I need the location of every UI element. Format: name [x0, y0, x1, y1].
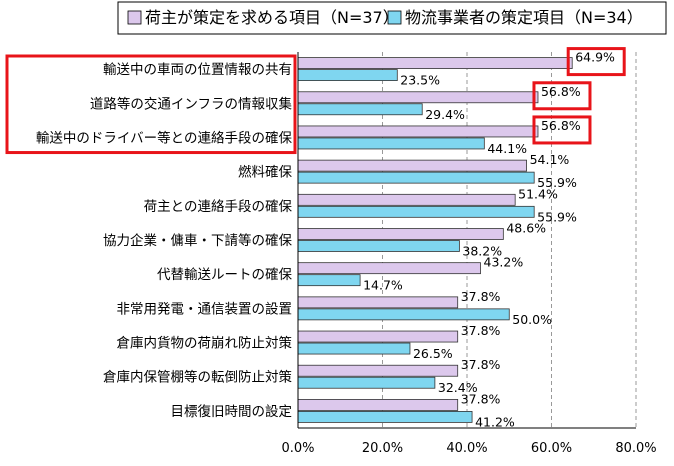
bar-series-1: [297, 364, 459, 377]
x-tick-label: 60.0%: [531, 441, 572, 456]
bar-series-1: [297, 91, 539, 104]
category-labels: 輸送中の車両の位置情報の共有道路等の交通インフラの情報収集輸送中のドライバー等と…: [36, 62, 293, 420]
value-highlight-box: [532, 115, 592, 145]
value-label-series-1: 48.6%: [506, 221, 546, 236]
category-label: 目標復旧時間の設定: [171, 403, 293, 420]
x-axis: 0.0% 20.0% 40.0% 60.0% 80.0%: [281, 52, 657, 456]
bar-series-1: [297, 262, 481, 275]
value-label-series-2: 44.1%: [487, 141, 527, 156]
value-label-series-1: 64.9%: [575, 50, 615, 65]
bar-series-1: [297, 399, 459, 411]
category-label: 輸送中のドライバー等との連絡手段の確保: [36, 129, 293, 146]
bar-series-1: [297, 296, 459, 309]
value-label-series-2: 14.7%: [363, 278, 403, 293]
bar-series-1: [297, 159, 527, 172]
bar-series-2: [297, 171, 535, 184]
legend-swatch-series-2: [387, 10, 402, 25]
bar-series-2: [297, 342, 411, 355]
x-tick-label: 40.0%: [446, 441, 487, 456]
highlights: [5, 47, 626, 155]
bar-series-1: [297, 330, 459, 343]
value-highlight-box: [532, 81, 592, 111]
bar-series-2: [297, 411, 473, 423]
category-label: 輸送中の車両の位置情報の共有: [103, 62, 292, 78]
category-label: 倉庫内保管棚等の転倒防止対策: [103, 369, 292, 386]
bar-series-2: [297, 137, 485, 150]
bar-series-1: [297, 228, 504, 240]
value-label-series-2: 55.9%: [537, 209, 577, 224]
value-highlight-box: [566, 47, 626, 77]
category-label: 荷主との連絡手段の確保: [144, 199, 293, 215]
bar-series-2: [297, 205, 535, 218]
bar-series-2: [297, 69, 398, 81]
value-labels: 64.9% 23.5% 56.8% 29.4% 56.8% 44.1%54.1% 55.9%…: [363, 50, 615, 430]
value-label-series-1: 56.8%: [541, 84, 581, 99]
bar-series-1: [297, 193, 516, 206]
category-highlight-box: [5, 54, 297, 155]
bars: [297, 57, 573, 423]
value-label-series-1: 37.8%: [461, 289, 501, 304]
value-label-series-1: 37.8%: [461, 357, 501, 372]
bar-series-2: [297, 376, 436, 389]
category-label: 協力企業・傭車・下請等の確保: [103, 232, 292, 249]
value-label-series-1: 37.8%: [461, 391, 501, 406]
value-label-series-1: 51.4%: [518, 186, 558, 201]
legend-label-series-2: 物流事業者の策定項目（N=34）: [405, 8, 643, 27]
value-label-series-2: 38.2%: [462, 244, 502, 259]
value-label-series-1: 54.1%: [530, 152, 570, 167]
bar-series-1: [297, 125, 539, 138]
category-label: 道路等の交通インフラの情報収集: [90, 95, 293, 112]
category-label: 倉庫内貨物の荷崩れ防止対策: [117, 335, 293, 352]
legend-label-series-1: 荷主が策定を求める項目（N=37）: [145, 8, 399, 27]
category-label: 代替輸送ルートの確保: [157, 267, 292, 283]
value-label-series-2: 50.0%: [512, 312, 552, 327]
value-label-series-2: 32.4%: [438, 380, 478, 395]
bar-series-2: [297, 308, 510, 321]
legend-swatch-series-1: [127, 10, 142, 25]
x-tick-label: 20.0%: [362, 441, 403, 456]
x-tick-label: 80.0%: [615, 441, 656, 456]
bar-series-2: [297, 240, 460, 252]
x-tick-label: 0.0%: [281, 441, 314, 456]
bar-series-1: [297, 57, 573, 69]
value-label-series-2: 41.2%: [475, 414, 515, 429]
bar-series-2: [297, 274, 361, 287]
legend: 荷主が策定を求める項目（N=37） 物流事業者の策定項目（N=34）: [117, 1, 667, 35]
bar-series-2: [297, 103, 423, 116]
value-label-series-1: 43.2%: [484, 255, 524, 270]
value-label-series-2: 23.5%: [400, 73, 440, 88]
value-label-series-1: 37.8%: [461, 323, 501, 338]
value-label-series-2: 55.9%: [537, 175, 577, 190]
category-label: 非常用発電・通信装置の設置: [117, 301, 293, 317]
value-label-series-1: 56.8%: [541, 118, 581, 133]
category-label: 燃料確保: [238, 164, 292, 181]
value-label-series-2: 26.5%: [413, 346, 453, 361]
value-label-series-2: 29.4%: [425, 107, 465, 122]
